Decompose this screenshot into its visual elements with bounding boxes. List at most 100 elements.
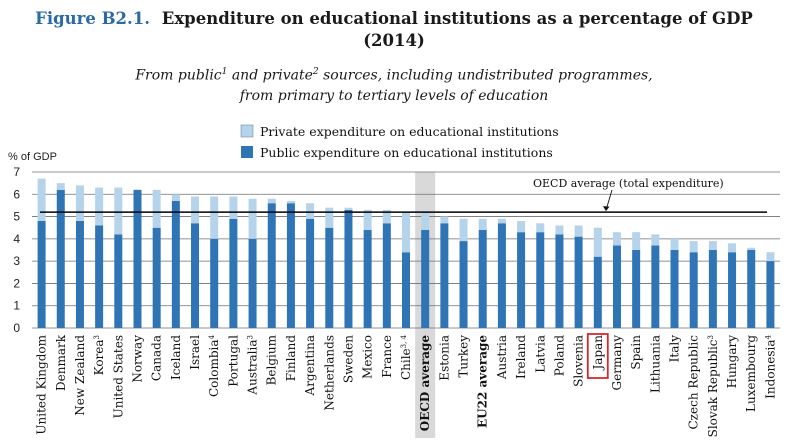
x-tick-label: Austria <box>495 335 509 380</box>
x-tick-label: Japan <box>591 335 605 372</box>
x-tick-label-footnote: 4 <box>764 334 772 339</box>
x-tick-label: Argentina <box>303 335 317 396</box>
x-tick-label: Latvia <box>533 335 547 373</box>
x-tick-label: France <box>380 335 394 378</box>
x-tick-label: Australia3 <box>246 335 260 396</box>
bar-public <box>574 236 583 328</box>
japan-highlight-box <box>586 333 609 379</box>
x-tick-label: Israel <box>188 335 202 370</box>
bar-public <box>497 223 506 328</box>
bar-public <box>325 227 334 328</box>
bar-private <box>325 207 334 228</box>
y-tick-label: 5 <box>13 210 20 224</box>
bar-private <box>306 203 315 219</box>
bar-public <box>95 225 104 328</box>
title-line-1: Expenditure on educational institutions … <box>161 9 753 28</box>
bar-public <box>440 223 449 328</box>
bar-private <box>440 216 449 224</box>
bar-private <box>248 198 257 239</box>
bar-private <box>517 221 526 233</box>
x-tick-label-footnote: 3 <box>707 335 715 339</box>
legend-label-public: Public expenditure on educational instit… <box>260 145 553 160</box>
x-tick-label: Ireland <box>514 335 528 379</box>
x-tick-label: Poland <box>552 335 566 377</box>
bar-public <box>517 232 526 328</box>
x-tick-label: Hungary <box>725 335 739 388</box>
y-tick-label: 2 <box>13 276 20 290</box>
bar-public <box>402 252 410 328</box>
title-line-2: (2014) <box>363 31 425 50</box>
bar-private <box>478 218 487 230</box>
bar-private <box>171 194 180 201</box>
x-tick-label: Estonia <box>437 335 451 381</box>
bar-private <box>210 196 219 239</box>
bar-public <box>267 203 276 328</box>
x-tick-label: Indonesia4 <box>763 334 777 398</box>
bar-private <box>229 196 238 219</box>
bar-public <box>766 261 775 328</box>
x-tick-label: United States <box>111 335 125 418</box>
bar-private <box>75 185 84 222</box>
bar-private <box>459 218 468 242</box>
bar-private <box>402 212 410 253</box>
oecd-average-arrowhead <box>603 206 610 212</box>
x-tick-label: Korea3 <box>92 335 106 375</box>
bar-public <box>75 221 84 328</box>
bar-public <box>191 223 200 328</box>
bar-public <box>382 223 391 328</box>
subtitle-line-2: from primary to tertiary levels of educa… <box>239 87 549 104</box>
y-tick-label: 3 <box>13 254 20 268</box>
bar-public <box>536 232 545 328</box>
bar-private <box>747 247 756 250</box>
bar-private <box>344 207 353 210</box>
bar-private <box>95 187 104 226</box>
bar-private <box>382 209 391 224</box>
bar-public <box>593 256 602 328</box>
x-tick-label: New Zealand <box>73 335 87 416</box>
bar-private <box>689 241 698 253</box>
bar-private <box>593 227 602 257</box>
bar-private <box>56 183 65 190</box>
x-tick-label: Finland <box>284 335 298 382</box>
x-tick-label: Germany <box>610 335 624 391</box>
bar-public <box>344 209 353 328</box>
x-tick-label: Colombia4 <box>207 334 221 397</box>
bar-public <box>56 189 65 328</box>
chart-subtitle: From public1 and private2 sources, inclu… <box>0 62 788 106</box>
subtitle-part-a: From public <box>135 67 222 84</box>
bar-private <box>37 178 46 222</box>
bar-private <box>286 200 295 204</box>
x-tick-label: Spain <box>629 335 643 370</box>
bar-private <box>421 212 430 230</box>
bar-private <box>267 198 276 204</box>
chart-title: Figure B2.1. Expenditure on educational … <box>0 8 788 52</box>
bar-public <box>210 238 219 328</box>
bar-public <box>421 229 430 328</box>
legend-swatch-public <box>241 146 253 158</box>
bar-public <box>114 234 123 328</box>
subtitle-footnote-2: 2 <box>312 67 319 77</box>
legend-label-private: Private expenditure on educational insti… <box>260 124 559 139</box>
x-tick-label: Czech Republic <box>687 335 701 430</box>
bar-public <box>708 250 717 328</box>
bar-public <box>306 218 315 328</box>
legend-swatch-private <box>240 124 254 138</box>
x-tick-label: Luxembourg <box>744 335 758 412</box>
bar-private <box>536 223 545 233</box>
x-tick-label: Lithuania <box>648 335 662 393</box>
bar-public <box>555 234 564 328</box>
subtitle-footnote-1: 1 <box>221 67 228 77</box>
x-tick-label: Slovenia <box>572 335 586 387</box>
x-tick-label-footnote: 3, 4 <box>400 334 408 348</box>
x-tick-label: Portugal <box>226 335 240 387</box>
x-tick-label: Mexico <box>361 335 375 379</box>
bar-private <box>708 241 717 250</box>
x-tick-label: Canada <box>150 335 164 381</box>
x-tick-label: OECD average <box>418 335 432 432</box>
bar-private <box>766 252 775 262</box>
figure-label: Figure B2.1. <box>35 9 151 28</box>
x-tick-label: United Kingdom <box>35 334 49 434</box>
bar-public <box>171 200 180 328</box>
x-tick-label: Chile3, 4 <box>399 334 413 380</box>
bar-private <box>152 189 161 228</box>
